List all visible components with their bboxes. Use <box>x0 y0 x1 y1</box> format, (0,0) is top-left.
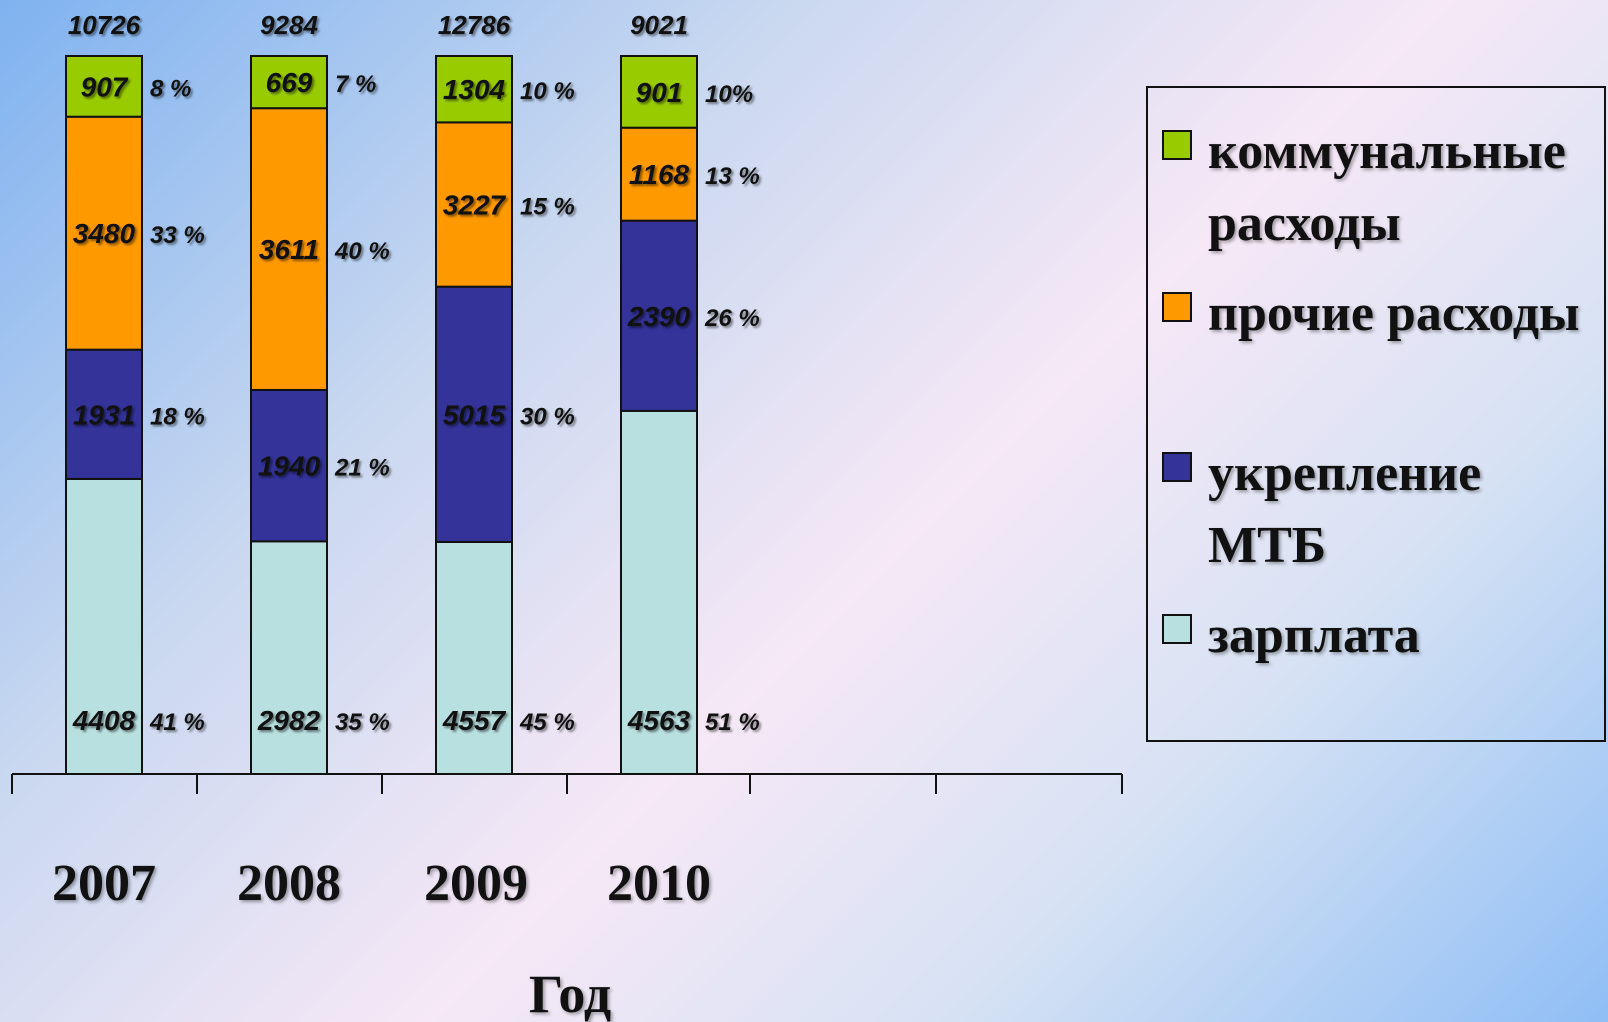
value-label-mtb-2008: 1940 <box>258 451 321 482</box>
total-label-2010: 9021 <box>630 10 688 40</box>
value-label-other-expenses-2008: 3611 <box>259 234 319 265</box>
percent-label-mtb-2009: 30 % <box>520 403 575 430</box>
percent-label-utilities-2007: 8 % <box>150 75 191 102</box>
percent-label-other-expenses-2008: 40 % <box>334 238 390 265</box>
value-label-utilities-2007: 907 <box>81 71 129 102</box>
bar-segment-salary-2007 <box>65 477 143 775</box>
x-tick-label-2007: 2007 <box>52 855 156 912</box>
bar-segment-salary-2009 <box>435 540 513 775</box>
value-label-other-expenses-2009: 3227 <box>443 190 507 221</box>
value-label-utilities-2008: 669 <box>266 67 313 98</box>
x-tick-label-2008: 2008 <box>237 855 341 912</box>
bar-segment-mtb-2008 <box>250 388 328 543</box>
total-label-2009: 12786 <box>438 10 511 40</box>
legend-swatch-other-expenses <box>1162 292 1192 322</box>
labels-layer: 4408 41 % 1931 18 % 3480 33 % 907 8 % 10726 2007 2… <box>52 10 760 912</box>
legend-label-other-expenses: прочие расходы <box>1208 285 1580 342</box>
percent-label-mtb-2010: 26 % <box>704 305 760 332</box>
legend: коммунальные расходы прочие расходы укре… <box>1146 86 1606 742</box>
percent-label-salary-2007: 41 % <box>149 709 205 736</box>
percent-label-other-expenses-2007: 33 % <box>150 222 205 249</box>
total-label-2007: 10726 <box>68 10 141 40</box>
total-label-2008: 9284 <box>260 10 318 40</box>
percent-label-other-expenses-2009: 15 % <box>520 194 575 221</box>
value-label-mtb-2010: 2390 <box>627 301 691 332</box>
bar-segment-other-expenses-2010 <box>620 126 698 222</box>
percent-label-mtb-2008: 21 % <box>334 455 390 482</box>
legend-label-utilities: коммунальные расходы <box>1208 123 1566 252</box>
x-tick-label-2010: 2010 <box>607 855 711 912</box>
value-label-salary-2010: 4563 <box>627 705 691 736</box>
legend-swatch-salary <box>1162 614 1192 644</box>
legend-item-mtb: укрепление МТБ <box>1162 438 1598 582</box>
bar-segment-utilities-2007 <box>65 55 143 118</box>
x-axis <box>11 773 1123 794</box>
percent-label-salary-2008: 35 % <box>335 709 390 736</box>
bar-segment-mtb-2007 <box>65 348 143 480</box>
bar-segment-other-expenses-2008 <box>250 107 328 391</box>
bar-segment-salary-2008 <box>250 540 328 776</box>
legend-swatch-mtb <box>1162 452 1192 482</box>
percent-label-utilities-2009: 10 % <box>520 78 575 105</box>
value-label-salary-2009: 4557 <box>442 705 507 736</box>
value-label-salary-2008: 2982 <box>257 705 321 736</box>
value-label-other-expenses-2010: 1168 <box>629 159 690 190</box>
value-label-mtb-2007: 1931 <box>73 399 135 430</box>
legend-swatch-utilities <box>1162 130 1192 160</box>
bars-layer <box>65 55 698 776</box>
bar-segment-utilities-2008 <box>250 55 328 110</box>
x-axis-label: Год <box>529 964 611 1022</box>
value-label-utilities-2009: 1304 <box>443 74 506 105</box>
percent-label-utilities-2008: 7 % <box>335 71 376 98</box>
value-label-salary-2007: 4408 <box>72 705 136 736</box>
percent-label-utilities-2010: 10% <box>705 81 753 108</box>
value-label-other-expenses-2007: 3480 <box>73 218 136 249</box>
percent-label-salary-2009: 45 % <box>519 709 575 736</box>
bar-segment-other-expenses-2009 <box>435 121 513 288</box>
legend-label-mtb: укрепление МТБ <box>1208 445 1482 574</box>
value-label-mtb-2009: 5015 <box>443 399 506 430</box>
x-tick-label-2009: 2009 <box>424 855 528 912</box>
bar-segment-mtb-2009 <box>435 285 513 543</box>
percent-label-mtb-2007: 18 % <box>150 403 205 430</box>
legend-item-utilities: коммунальные расходы <box>1162 116 1598 260</box>
bar-segment-utilities-2010 <box>620 55 698 129</box>
value-label-utilities-2010: 901 <box>636 77 683 108</box>
legend-label-salary: зарплата <box>1208 607 1420 664</box>
legend-item-other-expenses: прочие расходы <box>1162 278 1598 350</box>
percent-label-salary-2010: 51 % <box>705 709 760 736</box>
bar-segment-utilities-2009 <box>435 55 513 124</box>
legend-item-salary: зарплата <box>1162 600 1598 672</box>
percent-label-other-expenses-2010: 13 % <box>705 163 760 190</box>
